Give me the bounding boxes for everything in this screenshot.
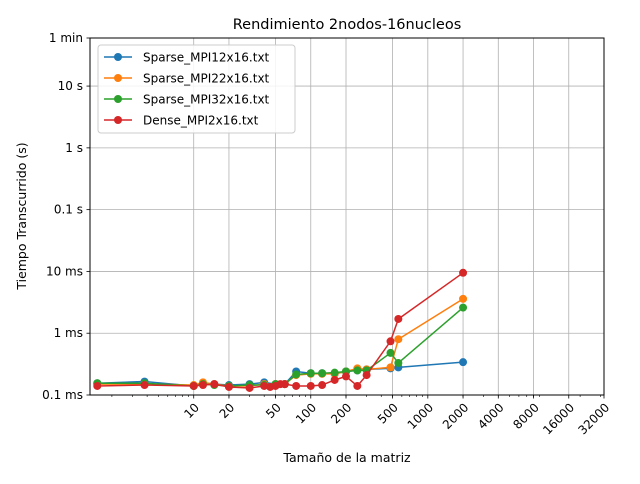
data-point xyxy=(224,382,233,391)
data-point xyxy=(394,314,403,323)
data-point xyxy=(292,381,301,390)
y-tick-label: 1 s xyxy=(65,141,83,155)
y-tick-label: 1 min xyxy=(49,31,83,45)
y-tick-label: 10 s xyxy=(58,79,83,93)
data-point xyxy=(394,335,403,344)
data-point xyxy=(318,369,327,378)
data-point xyxy=(245,383,254,392)
data-point xyxy=(306,369,315,378)
legend-item: Dense_MPI2x16.txt xyxy=(104,114,259,128)
legend-item: Sparse_MPI12x16.txt xyxy=(104,51,270,65)
legend-label: Sparse_MPI22x16.txt xyxy=(143,72,270,86)
legend-marker xyxy=(114,95,122,103)
data-point xyxy=(318,381,327,390)
data-point xyxy=(330,375,339,384)
y-tick-label: 10 ms xyxy=(46,264,83,278)
legend-label: Sparse_MPI32x16.txt xyxy=(143,93,270,107)
y-tick-label: 1 ms xyxy=(54,326,83,340)
series-layer xyxy=(93,268,468,392)
data-point xyxy=(459,268,468,277)
data-point xyxy=(362,371,371,380)
y-axis-label: Tiempo Transcurrido (s) xyxy=(14,142,29,290)
data-point xyxy=(386,363,395,372)
series-3 xyxy=(93,268,468,392)
data-point xyxy=(189,381,198,390)
legend-item: Sparse_MPI32x16.txt xyxy=(104,93,270,107)
y-tick-label: 0.1 ms xyxy=(42,388,83,402)
data-point xyxy=(394,358,403,367)
y-tick-label: 0.1 s xyxy=(54,203,83,217)
data-point xyxy=(386,337,395,346)
data-point xyxy=(386,348,395,357)
legend-item: Sparse_MPI22x16.txt xyxy=(104,72,270,86)
legend-marker xyxy=(114,74,122,82)
data-point xyxy=(93,381,102,390)
legend-marker xyxy=(114,116,122,124)
chart-title: Rendimiento 2nodos-16nucleos xyxy=(233,17,462,33)
legend-label: Dense_MPI2x16.txt xyxy=(143,114,259,128)
data-point xyxy=(280,380,289,389)
data-point xyxy=(459,358,468,367)
data-point xyxy=(353,366,362,375)
data-point xyxy=(306,381,315,390)
data-point xyxy=(210,380,219,389)
legend-label: Sparse_MPI12x16.txt xyxy=(143,51,270,65)
legend: Sparse_MPI12x16.txt Sparse_MPI22x16.txt Sp… xyxy=(97,44,296,134)
data-point xyxy=(353,381,362,390)
data-point xyxy=(140,381,149,390)
x-axis-label: Tamaño de la matriz xyxy=(282,450,411,465)
data-point xyxy=(342,372,351,381)
data-point xyxy=(330,368,339,377)
plot-frame xyxy=(89,37,605,396)
legend-box xyxy=(97,44,296,134)
data-point xyxy=(260,381,269,390)
legend-marker xyxy=(114,53,122,61)
data-point xyxy=(198,381,207,390)
data-point xyxy=(459,294,468,303)
data-point xyxy=(292,370,301,379)
data-point xyxy=(459,303,468,312)
